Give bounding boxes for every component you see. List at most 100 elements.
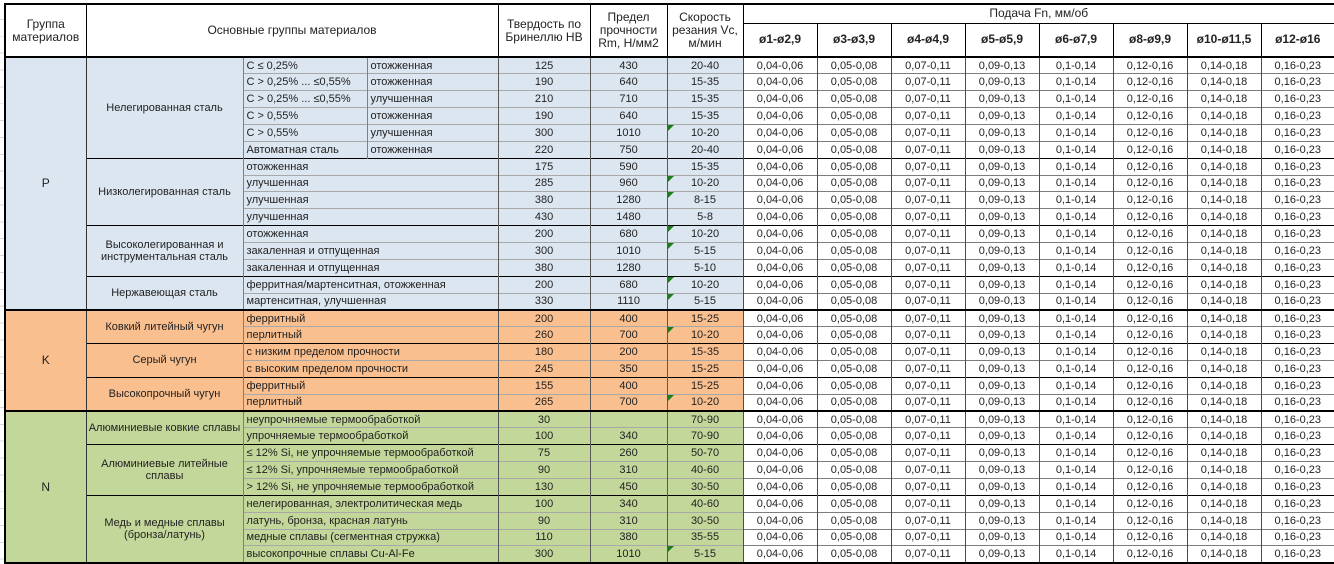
- material-group-cell[interactable]: Серый чугун: [85, 343, 243, 378]
- feed-cell[interactable]: 0,14-0,18: [1186, 308, 1262, 327]
- feed-range-header[interactable]: ø8-ø9,9: [1112, 22, 1188, 58]
- feed-cell[interactable]: 0,04-0,06: [742, 107, 818, 125]
- hardness-cell[interactable]: 430: [497, 208, 591, 226]
- feed-cell[interactable]: 0,14-0,18: [1186, 292, 1262, 310]
- feed-cell[interactable]: 0,07-0,11: [890, 157, 966, 176]
- feed-cell[interactable]: 0,07-0,11: [890, 140, 966, 159]
- description-cell[interactable]: латунь, бронза, красная латунь: [242, 511, 499, 530]
- feed-cell[interactable]: 0,09-0,13: [964, 326, 1040, 344]
- feed-cell[interactable]: 0,1-0,14: [1038, 477, 1114, 496]
- feed-cell[interactable]: 0,1-0,14: [1038, 208, 1114, 226]
- feed-cell[interactable]: 0,12-0,16: [1112, 393, 1188, 412]
- hardness-cell[interactable]: 210: [497, 90, 591, 108]
- feed-cell[interactable]: 0,07-0,11: [890, 359, 966, 378]
- state-cell[interactable]: отожженная: [366, 107, 499, 125]
- feed-cell[interactable]: 0,16-0,23: [1260, 275, 1334, 294]
- feed-cell[interactable]: 0,16-0,23: [1260, 477, 1334, 496]
- feed-cell[interactable]: 0,04-0,06: [742, 275, 818, 294]
- strength-cell[interactable]: 400: [589, 308, 668, 327]
- hardness-cell[interactable]: 75: [497, 444, 591, 462]
- material-group-cell[interactable]: Низколегированная сталь: [85, 157, 243, 226]
- feed-cell[interactable]: 0,1-0,14: [1038, 393, 1114, 412]
- feed-cell[interactable]: 0,04-0,06: [742, 511, 818, 530]
- feed-cell[interactable]: 0,16-0,23: [1260, 410, 1334, 428]
- feed-cell[interactable]: 0,16-0,23: [1260, 545, 1334, 563]
- feed-cell[interactable]: 0,16-0,23: [1260, 494, 1334, 513]
- feed-cell[interactable]: 0,14-0,18: [1186, 191, 1262, 209]
- feed-cell[interactable]: 0,1-0,14: [1038, 511, 1114, 530]
- speed-cell[interactable]: 20-40: [666, 56, 744, 74]
- feed-cell[interactable]: 0,14-0,18: [1186, 73, 1262, 91]
- hardness-cell[interactable]: 90: [497, 461, 591, 479]
- strength-cell[interactable]: 340: [589, 427, 668, 445]
- strength-cell[interactable]: 430: [589, 56, 668, 74]
- speed-cell[interactable]: 15-25: [666, 359, 744, 378]
- hardness-cell[interactable]: 300: [497, 241, 591, 260]
- description-cell[interactable]: с низким пределом прочности: [242, 343, 499, 361]
- strength-cell[interactable]: 710: [589, 90, 668, 108]
- feed-cell[interactable]: 0,14-0,18: [1186, 140, 1262, 159]
- feed-cell[interactable]: 0,05-0,08: [816, 461, 892, 479]
- strength-cell[interactable]: 350: [589, 359, 668, 378]
- speed-cell[interactable]: 70-90: [666, 427, 744, 445]
- feed-cell[interactable]: 0,16-0,23: [1260, 359, 1334, 378]
- speed-cell[interactable]: 10-20: [666, 225, 744, 243]
- feed-cell[interactable]: 0,05-0,08: [816, 107, 892, 125]
- feed-cell[interactable]: 0,1-0,14: [1038, 545, 1114, 563]
- feed-cell[interactable]: 0,12-0,16: [1112, 140, 1188, 159]
- description-cell[interactable]: ферритный: [242, 376, 499, 395]
- material-group-cell[interactable]: Нержавеющая сталь: [85, 275, 243, 310]
- feed-cell[interactable]: 0,09-0,13: [964, 494, 1040, 513]
- feed-cell[interactable]: 0,07-0,11: [890, 241, 966, 260]
- feed-cell[interactable]: 0,05-0,08: [816, 410, 892, 428]
- feed-cell[interactable]: 0,16-0,23: [1260, 326, 1334, 344]
- feed-cell[interactable]: 0,12-0,16: [1112, 157, 1188, 176]
- feed-cell[interactable]: 0,16-0,23: [1260, 123, 1334, 142]
- material-group-cell[interactable]: Высокопрочный чугун: [85, 376, 243, 412]
- feed-range-header[interactable]: ø10-ø11,5: [1186, 22, 1262, 58]
- feed-cell[interactable]: 0,12-0,16: [1112, 275, 1188, 294]
- feed-cell[interactable]: 0,05-0,08: [816, 258, 892, 277]
- feed-cell[interactable]: 0,16-0,23: [1260, 511, 1334, 530]
- feed-cell[interactable]: 0,09-0,13: [964, 123, 1040, 142]
- feed-cell[interactable]: 0,14-0,18: [1186, 393, 1262, 412]
- feed-cell[interactable]: 0,09-0,13: [964, 308, 1040, 327]
- feed-cell[interactable]: 0,1-0,14: [1038, 308, 1114, 327]
- feed-cell[interactable]: 0,1-0,14: [1038, 275, 1114, 294]
- feed-cell[interactable]: 0,05-0,08: [816, 444, 892, 462]
- description-cell[interactable]: упрочняемые термообработкой: [242, 427, 499, 445]
- hardness-cell[interactable]: 265: [497, 393, 591, 412]
- strength-cell[interactable]: 380: [589, 528, 668, 546]
- feed-cell[interactable]: 0,09-0,13: [964, 393, 1040, 412]
- feed-cell[interactable]: 0,07-0,11: [890, 494, 966, 513]
- feed-range-header[interactable]: ø12-ø16: [1260, 22, 1334, 58]
- speed-cell[interactable]: 5-10: [666, 258, 744, 277]
- speed-cell[interactable]: 5-15: [666, 292, 744, 310]
- feed-cell[interactable]: 0,09-0,13: [964, 56, 1040, 74]
- speed-cell[interactable]: 10-20: [666, 326, 744, 344]
- feed-cell[interactable]: 0,1-0,14: [1038, 90, 1114, 108]
- feed-cell[interactable]: 0,1-0,14: [1038, 494, 1114, 513]
- description-cell[interactable]: неупрочняемые термообработкой: [242, 410, 499, 428]
- header-feed[interactable]: Подача Fn, мм/об: [742, 3, 1334, 24]
- material-group-cell[interactable]: Алюминиевые ковкие сплавы: [85, 410, 243, 445]
- feed-cell[interactable]: 0,07-0,11: [890, 56, 966, 74]
- group-letter-cell[interactable]: K: [4, 308, 86, 412]
- feed-cell[interactable]: 0,09-0,13: [964, 359, 1040, 378]
- feed-cell[interactable]: 0,12-0,16: [1112, 123, 1188, 142]
- feed-cell[interactable]: 0,14-0,18: [1186, 494, 1262, 513]
- feed-cell[interactable]: 0,14-0,18: [1186, 477, 1262, 496]
- feed-cell[interactable]: 0,05-0,08: [816, 275, 892, 294]
- description-cell[interactable]: медные сплавы (сегментная стружка): [242, 528, 499, 546]
- feed-cell[interactable]: 0,07-0,11: [890, 376, 966, 395]
- feed-cell[interactable]: 0,04-0,06: [742, 376, 818, 395]
- material-group-cell[interactable]: Высоколегированная и инструментальная ст…: [85, 225, 243, 277]
- feed-cell[interactable]: 0,05-0,08: [816, 359, 892, 378]
- speed-cell[interactable]: 30-50: [666, 477, 744, 496]
- strength-cell[interactable]: 1280: [589, 258, 668, 277]
- feed-cell[interactable]: 0,09-0,13: [964, 208, 1040, 226]
- feed-cell[interactable]: 0,12-0,16: [1112, 410, 1188, 428]
- feed-cell[interactable]: 0,05-0,08: [816, 292, 892, 310]
- feed-cell[interactable]: 0,1-0,14: [1038, 376, 1114, 395]
- feed-cell[interactable]: 0,04-0,06: [742, 343, 818, 361]
